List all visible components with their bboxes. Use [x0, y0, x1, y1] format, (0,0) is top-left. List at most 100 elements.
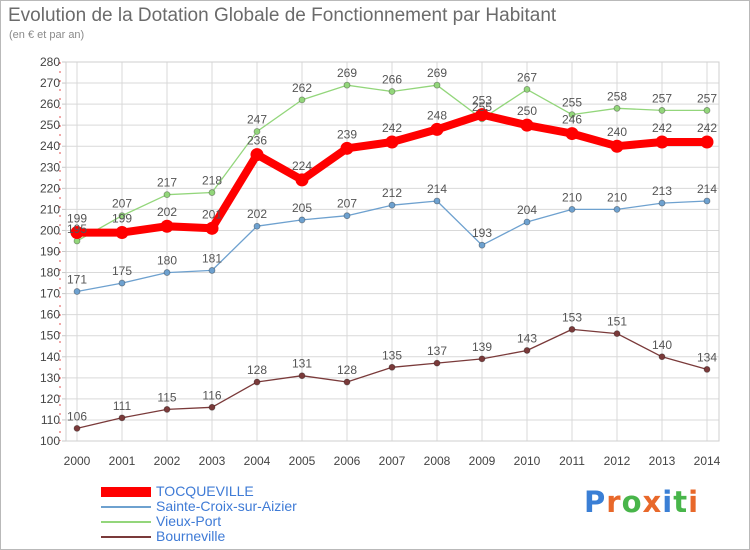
- series-point-2: [703, 107, 711, 114]
- series-point-1: [703, 197, 711, 205]
- data-label-1: 214: [427, 182, 447, 196]
- series-point-3: [343, 378, 351, 386]
- series-point-2: [388, 88, 396, 95]
- data-label-3: 128: [337, 363, 357, 377]
- series-point-1: [388, 201, 396, 209]
- data-label-0: 253: [472, 94, 492, 108]
- series-point-1: [568, 205, 576, 213]
- series-point-1: [343, 212, 351, 220]
- series-point-0: [115, 226, 129, 240]
- series-point-0: [205, 221, 219, 235]
- data-label-1: 193: [472, 226, 492, 240]
- y-tick-label: 110: [41, 413, 60, 427]
- series-point-0: [475, 108, 489, 122]
- data-label-2: 257: [697, 91, 717, 105]
- y-tick-label: 210: [40, 202, 60, 216]
- series-point-3: [388, 363, 396, 371]
- data-label-2: 258: [607, 89, 627, 103]
- data-label-0: 246: [562, 113, 582, 127]
- data-label-1: 171: [67, 273, 87, 287]
- data-label-2: 255: [472, 100, 492, 114]
- series-point-2: [658, 107, 666, 114]
- data-label-0: 202: [157, 205, 177, 219]
- series-point-3: [523, 347, 531, 354]
- series-point-1: [298, 216, 306, 224]
- series-point-1: [613, 205, 621, 213]
- y-tick-label: 130: [40, 371, 60, 385]
- series-point-0: [385, 135, 399, 149]
- data-label-2: 195: [67, 222, 87, 236]
- series-point-0: [250, 148, 264, 162]
- data-label-0: 240: [607, 125, 627, 139]
- data-label-1: 210: [607, 190, 627, 204]
- data-label-3: 140: [652, 338, 672, 352]
- legend-swatch: [101, 520, 151, 523]
- series-point-1: [433, 197, 441, 205]
- data-label-2: 269: [427, 66, 447, 80]
- data-label-1: 181: [202, 251, 222, 265]
- series-point-2: [118, 212, 126, 220]
- series-point-3: [73, 424, 81, 432]
- x-tick-label: 2013: [649, 454, 676, 468]
- x-tick-label: 2000: [64, 454, 91, 468]
- x-tick-label: 2010: [514, 454, 541, 468]
- data-label-2: 269: [337, 66, 357, 80]
- y-tick-label: 250: [40, 118, 60, 132]
- data-label-3: 131: [292, 357, 312, 371]
- data-label-2: 217: [157, 176, 177, 190]
- series-point-0: [295, 173, 309, 187]
- series-point-3: [433, 359, 441, 367]
- series-point-1: [523, 218, 531, 226]
- logo-letter: t: [673, 485, 689, 519]
- proxiti-logo: Proxiti: [584, 485, 699, 519]
- plot-area: [65, 61, 720, 442]
- x-tick-label: 2007: [379, 454, 406, 468]
- logo-letter: x: [642, 485, 663, 519]
- series-point-2: [163, 191, 171, 199]
- legend-swatch: [101, 486, 151, 497]
- data-label-1: 180: [157, 254, 177, 268]
- x-tick-label: 2014: [694, 454, 721, 468]
- y-tick-label: 170: [40, 287, 60, 301]
- y-tick-label: 280: [40, 55, 60, 69]
- x-tick-label: 2011: [559, 454, 585, 468]
- series-point-1: [478, 241, 486, 249]
- data-label-0: 242: [382, 121, 402, 135]
- data-label-0: 236: [247, 134, 267, 148]
- y-tick-label: 230: [40, 160, 60, 174]
- series-point-1: [253, 222, 261, 230]
- series-point-0: [655, 135, 669, 149]
- x-tick-label: 2009: [469, 454, 496, 468]
- series-point-2: [208, 189, 216, 196]
- series-point-2: [523, 85, 531, 93]
- series-point-3: [703, 366, 711, 373]
- data-label-2: 267: [517, 70, 537, 84]
- series-point-2: [343, 81, 351, 89]
- series-point-3: [613, 330, 621, 338]
- y-tick-label: 140: [40, 350, 60, 364]
- y-tick-label: 190: [40, 245, 60, 259]
- series-point-1: [73, 288, 81, 295]
- legend-swatch: [101, 535, 151, 538]
- data-label-2: 255: [562, 96, 582, 110]
- series-point-2: [568, 111, 576, 119]
- series-point-1: [658, 199, 666, 207]
- data-label-1: 214: [697, 182, 717, 196]
- series-point-1: [118, 279, 126, 287]
- logo-letter: i: [662, 485, 674, 519]
- chart-subtitle: (en € et par an): [9, 29, 85, 41]
- data-label-3: 128: [247, 363, 267, 377]
- logo-letter: i: [688, 485, 700, 519]
- data-label-1: 205: [292, 201, 312, 215]
- y-tick-label: 160: [40, 308, 60, 322]
- data-label-0: 224: [292, 159, 312, 173]
- legend-label: Bourneville: [156, 528, 226, 544]
- data-label-3: 135: [382, 348, 402, 362]
- data-label-3: 111: [113, 399, 132, 413]
- x-tick-label: 2005: [289, 454, 316, 468]
- legend-swatch: [101, 505, 151, 508]
- data-label-3: 137: [427, 344, 447, 358]
- data-label-1: 210: [562, 190, 582, 204]
